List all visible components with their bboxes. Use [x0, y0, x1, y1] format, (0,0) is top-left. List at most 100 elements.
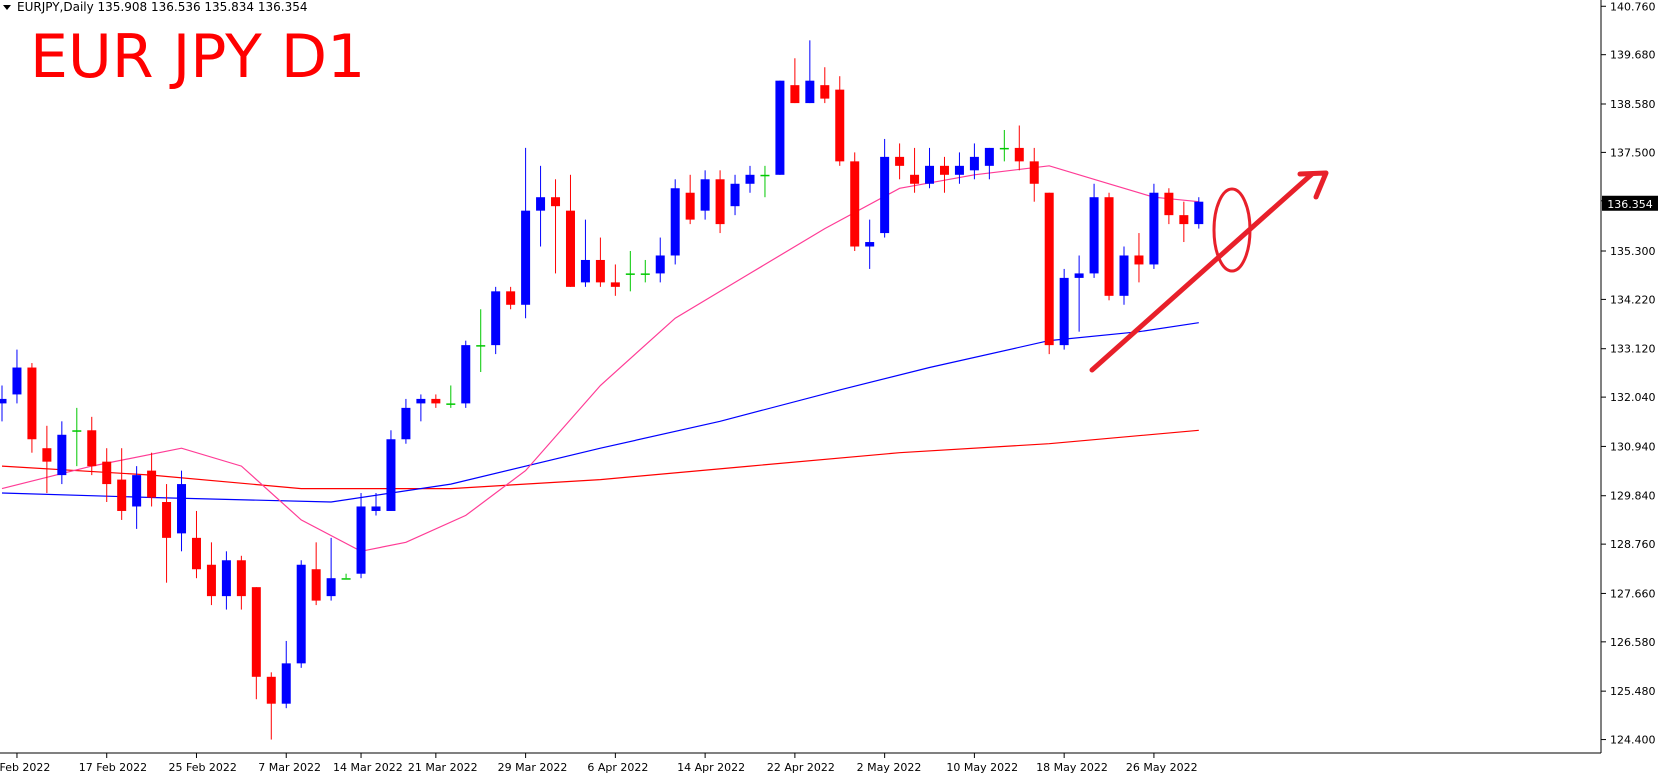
price-tick-label: 139.680 — [1610, 49, 1656, 62]
candle — [775, 80, 785, 175]
price-tick-label: 127.660 — [1610, 587, 1656, 600]
candle — [371, 493, 381, 516]
candle-body — [790, 85, 800, 104]
date-tick-label: 9 Feb 2022 — [0, 761, 50, 774]
candle-body — [236, 560, 246, 597]
date-tick-label: 2 May 2022 — [857, 761, 922, 774]
candle-body — [416, 398, 426, 404]
candle-body — [1119, 255, 1129, 296]
annotations — [1089, 170, 1329, 373]
candle-body — [296, 564, 306, 664]
candle — [1089, 183, 1099, 278]
big-title: EUR JPY D1 — [30, 22, 365, 92]
price-tick-label: 140.760 — [1610, 0, 1656, 13]
candle — [625, 251, 635, 292]
candle-body — [1059, 277, 1069, 346]
candle — [850, 152, 860, 251]
candle-body — [655, 255, 665, 274]
candle — [895, 143, 905, 180]
candle — [491, 286, 501, 355]
candle-body — [640, 273, 650, 275]
date-tick-label: 10 May 2022 — [946, 761, 1018, 774]
candle-body — [685, 192, 695, 220]
date-ticks: 9 Feb 2022 17 Feb 2022 25 Feb 2022 7 Mar 20… — [0, 753, 1198, 774]
candle — [715, 170, 725, 234]
candle-body — [461, 345, 471, 404]
candle-body — [715, 179, 725, 225]
candle — [580, 219, 590, 287]
arrow-head-icon — [1297, 170, 1329, 200]
candle-body — [865, 242, 875, 247]
candle — [939, 156, 949, 193]
candle-body — [595, 259, 605, 283]
candle-body — [1074, 273, 1084, 278]
symbol-info: EURJPY,Daily 135.908 136.536 135.834 136… — [17, 0, 307, 14]
date-tick-label: 18 May 2022 — [1036, 761, 1108, 774]
candle — [431, 394, 441, 408]
candle-body — [670, 188, 680, 256]
candle-body — [1104, 197, 1114, 296]
candle-body — [521, 210, 531, 305]
candle-body — [132, 475, 142, 507]
candle-body — [536, 197, 546, 211]
candle-body — [954, 165, 964, 175]
candle-body — [1134, 255, 1144, 265]
candle-body — [87, 430, 97, 467]
candle — [655, 237, 665, 283]
candle-body — [251, 587, 261, 677]
candle — [401, 398, 411, 444]
candle — [1029, 147, 1039, 202]
candle-body — [206, 564, 216, 597]
candle-body — [625, 273, 635, 275]
candle — [326, 537, 336, 601]
candle — [536, 165, 546, 247]
candle — [1194, 197, 1204, 229]
candle — [1119, 246, 1129, 305]
candle — [1074, 255, 1084, 332]
date-tick-label: 22 Apr 2022 — [767, 761, 835, 774]
candle-body — [72, 430, 82, 432]
date-tick-label: 7 Mar 2022 — [258, 761, 321, 774]
candle — [760, 165, 770, 198]
candle-body — [565, 210, 575, 287]
price-tick-label: 124.400 — [1610, 734, 1656, 747]
candle — [685, 174, 695, 225]
candle-body — [610, 282, 620, 287]
candle — [670, 179, 680, 265]
price-tick-label: 126.580 — [1610, 636, 1656, 649]
price-tick-label: 133.120 — [1610, 343, 1656, 356]
candle-body — [476, 345, 486, 347]
candle — [266, 672, 276, 740]
candle — [610, 264, 620, 296]
candle-body — [311, 569, 321, 601]
candle-body — [805, 80, 815, 104]
candle — [191, 510, 201, 579]
candle — [341, 573, 351, 580]
date-tick-label: 25 Feb 2022 — [168, 761, 236, 774]
candle-body — [910, 174, 920, 184]
price-tick-label: 125.480 — [1610, 685, 1656, 698]
candle — [551, 179, 561, 274]
candle — [1014, 125, 1024, 171]
candle — [147, 452, 157, 507]
price-tick-label: 128.760 — [1610, 538, 1656, 551]
candle — [356, 493, 366, 579]
ma-fast-line — [1, 165, 1199, 552]
candle — [461, 340, 471, 408]
candle-body — [1194, 201, 1204, 225]
candle-body — [12, 367, 22, 395]
candle — [969, 143, 979, 180]
candle-body — [580, 259, 590, 283]
price-axis — [0, 0, 1602, 754]
date-tick-label: 14 Mar 2022 — [333, 761, 403, 774]
header: EURJPY,Daily 135.908 136.536 135.834 136… — [3, 0, 365, 92]
candle — [296, 560, 306, 668]
candle — [925, 147, 935, 189]
dropdown-triangle-icon[interactable] — [3, 5, 11, 10]
candle — [221, 551, 231, 610]
candle-body — [939, 165, 949, 175]
candle — [1179, 201, 1189, 243]
candle-body — [162, 502, 172, 538]
candle-body — [117, 479, 127, 511]
